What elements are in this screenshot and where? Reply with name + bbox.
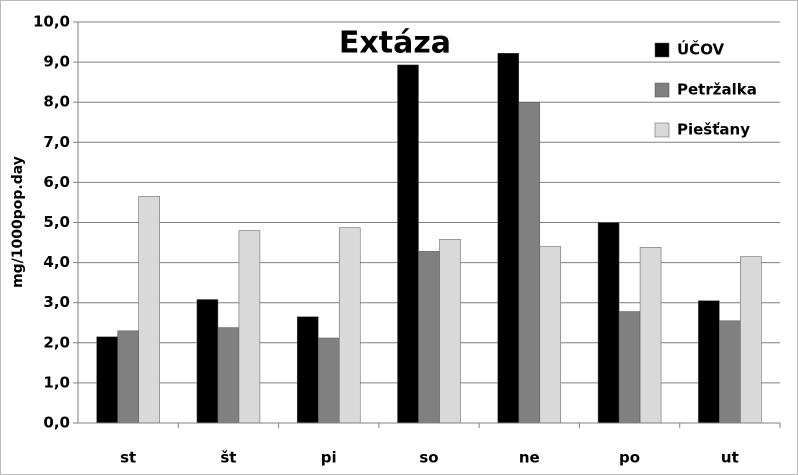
- y-tick-label: 5,0: [43, 213, 70, 231]
- bar: [117, 330, 139, 424]
- legend-swatch: [654, 42, 670, 58]
- bar: [497, 53, 520, 424]
- bar: [618, 311, 641, 424]
- bar: [740, 256, 762, 424]
- legend-swatch: [654, 122, 670, 138]
- bar: [138, 196, 160, 424]
- y-tick-label: 3,0: [43, 293, 70, 311]
- y-tick-label: 4,0: [43, 253, 70, 271]
- bar: [296, 316, 319, 424]
- y-tick-label: 1,0: [43, 373, 70, 391]
- legend-swatch: [654, 82, 670, 98]
- bar: [238, 230, 261, 424]
- x-tick-label: po: [619, 449, 640, 467]
- bar: [317, 337, 340, 424]
- bar: [439, 239, 461, 424]
- bar: [539, 246, 562, 424]
- x-tick-label: ut: [721, 449, 739, 467]
- y-axis-label: mg/1000pop.day: [10, 156, 26, 288]
- y-tick-label: 8,0: [43, 93, 70, 111]
- bar: [397, 64, 419, 424]
- bar: [217, 327, 240, 424]
- legend-label: Petržalka: [677, 81, 757, 99]
- bar: [96, 336, 118, 424]
- x-tick-label: st: [120, 449, 136, 467]
- y-tick-label: 10,0: [33, 13, 70, 31]
- bar: [338, 227, 361, 424]
- bar: [196, 299, 219, 424]
- x-tick-label: ne: [519, 449, 540, 467]
- y-tick-label: 6,0: [43, 173, 70, 191]
- legend-label: ÚČOV: [677, 40, 725, 59]
- x-tick-label: so: [419, 449, 438, 467]
- bar: [639, 247, 662, 424]
- bar: [418, 251, 440, 424]
- chart-title: Extáza: [339, 26, 451, 61]
- legend-label: Piešťany: [677, 121, 750, 139]
- y-tick-label: 0,0: [43, 414, 70, 432]
- y-tick-label: 9,0: [43, 53, 70, 71]
- y-tick-label: 7,0: [43, 133, 70, 151]
- bar: [597, 222, 620, 424]
- x-tick-label: pi: [321, 449, 337, 467]
- x-tick-label: št: [220, 449, 236, 467]
- y-tick-label: 2,0: [43, 333, 70, 351]
- bar: [698, 300, 720, 424]
- bar: [719, 320, 741, 424]
- bar: [518, 101, 541, 424]
